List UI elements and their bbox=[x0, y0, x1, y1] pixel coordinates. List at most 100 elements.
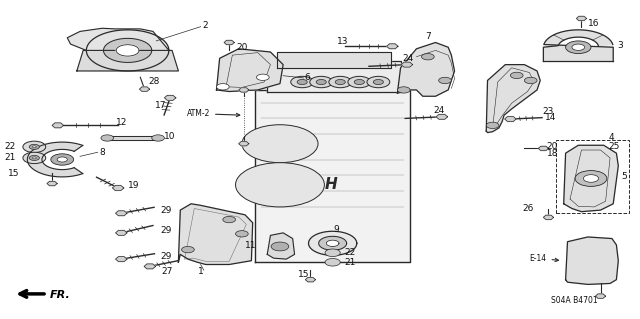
Text: 25: 25 bbox=[608, 142, 620, 151]
Polygon shape bbox=[116, 257, 127, 262]
Polygon shape bbox=[104, 136, 161, 140]
Bar bbox=[556, 140, 629, 213]
Text: 14: 14 bbox=[545, 113, 556, 122]
Polygon shape bbox=[577, 16, 586, 21]
Text: 21: 21 bbox=[4, 153, 15, 162]
Polygon shape bbox=[47, 181, 57, 186]
Polygon shape bbox=[319, 236, 347, 250]
Text: 1: 1 bbox=[198, 267, 204, 276]
Text: 22: 22 bbox=[4, 142, 15, 151]
Polygon shape bbox=[595, 294, 605, 298]
Circle shape bbox=[23, 152, 45, 164]
Text: 29: 29 bbox=[161, 206, 172, 215]
Circle shape bbox=[223, 216, 236, 223]
Polygon shape bbox=[305, 278, 316, 282]
Text: 19: 19 bbox=[127, 181, 139, 190]
Circle shape bbox=[236, 231, 248, 237]
Circle shape bbox=[325, 249, 340, 256]
Circle shape bbox=[182, 247, 195, 253]
Polygon shape bbox=[268, 233, 294, 259]
Text: 20: 20 bbox=[547, 142, 558, 151]
Circle shape bbox=[257, 74, 269, 80]
Text: 15: 15 bbox=[298, 271, 310, 279]
Polygon shape bbox=[543, 215, 554, 219]
Text: 15: 15 bbox=[8, 169, 20, 178]
Circle shape bbox=[242, 125, 318, 163]
Text: S04A B4701: S04A B4701 bbox=[551, 296, 598, 305]
Polygon shape bbox=[116, 45, 139, 56]
Polygon shape bbox=[308, 231, 356, 255]
Circle shape bbox=[29, 144, 40, 149]
Text: 6: 6 bbox=[305, 73, 310, 82]
Circle shape bbox=[422, 54, 434, 60]
Text: 27: 27 bbox=[161, 267, 173, 276]
Polygon shape bbox=[113, 185, 124, 190]
Polygon shape bbox=[144, 264, 156, 269]
Polygon shape bbox=[104, 38, 152, 63]
Text: 4: 4 bbox=[608, 133, 614, 142]
Circle shape bbox=[33, 157, 36, 159]
Text: 5: 5 bbox=[621, 172, 627, 182]
Circle shape bbox=[271, 242, 289, 251]
Circle shape bbox=[23, 141, 45, 152]
Text: 13: 13 bbox=[337, 37, 349, 46]
Polygon shape bbox=[538, 146, 548, 151]
Circle shape bbox=[291, 76, 314, 88]
Text: 29: 29 bbox=[161, 226, 172, 235]
Polygon shape bbox=[505, 116, 516, 122]
Polygon shape bbox=[116, 211, 127, 216]
Circle shape bbox=[397, 87, 410, 93]
Circle shape bbox=[310, 76, 333, 88]
Polygon shape bbox=[216, 49, 283, 92]
Polygon shape bbox=[52, 123, 63, 128]
Polygon shape bbox=[387, 44, 398, 49]
Circle shape bbox=[348, 76, 371, 88]
Text: 24: 24 bbox=[433, 106, 444, 115]
Circle shape bbox=[575, 171, 607, 186]
Text: 7: 7 bbox=[425, 32, 431, 41]
Text: H: H bbox=[324, 177, 337, 192]
Polygon shape bbox=[116, 230, 127, 235]
Text: 23: 23 bbox=[542, 107, 554, 116]
Polygon shape bbox=[67, 28, 169, 50]
Circle shape bbox=[152, 135, 164, 141]
Polygon shape bbox=[239, 88, 249, 92]
Polygon shape bbox=[28, 142, 83, 177]
Text: ATM-2: ATM-2 bbox=[187, 109, 240, 118]
Text: 29: 29 bbox=[161, 252, 172, 261]
Polygon shape bbox=[566, 237, 618, 285]
Text: 16: 16 bbox=[588, 19, 599, 28]
Text: FR.: FR. bbox=[50, 290, 71, 300]
Circle shape bbox=[101, 135, 114, 141]
Text: 2: 2 bbox=[202, 21, 207, 30]
Polygon shape bbox=[268, 62, 401, 92]
Circle shape bbox=[566, 41, 591, 54]
Polygon shape bbox=[77, 50, 179, 71]
Polygon shape bbox=[486, 65, 540, 133]
Circle shape bbox=[329, 76, 352, 88]
Polygon shape bbox=[224, 40, 234, 45]
Polygon shape bbox=[164, 95, 176, 100]
Circle shape bbox=[33, 146, 36, 148]
Text: 24: 24 bbox=[402, 54, 413, 63]
Circle shape bbox=[354, 79, 364, 85]
Text: 12: 12 bbox=[116, 118, 127, 127]
Polygon shape bbox=[401, 62, 413, 67]
Text: 11: 11 bbox=[245, 241, 257, 250]
Polygon shape bbox=[255, 90, 410, 262]
Circle shape bbox=[325, 258, 340, 266]
Circle shape bbox=[584, 175, 598, 182]
Polygon shape bbox=[179, 204, 253, 264]
Text: 9: 9 bbox=[333, 225, 339, 234]
Circle shape bbox=[367, 76, 390, 88]
Text: 21: 21 bbox=[344, 258, 355, 267]
Circle shape bbox=[216, 84, 229, 90]
Circle shape bbox=[29, 155, 40, 160]
Text: 26: 26 bbox=[522, 204, 534, 213]
Circle shape bbox=[373, 79, 383, 85]
Polygon shape bbox=[239, 142, 249, 146]
Polygon shape bbox=[276, 52, 391, 68]
Text: 18: 18 bbox=[547, 149, 558, 158]
Polygon shape bbox=[326, 240, 339, 247]
Circle shape bbox=[316, 79, 326, 85]
